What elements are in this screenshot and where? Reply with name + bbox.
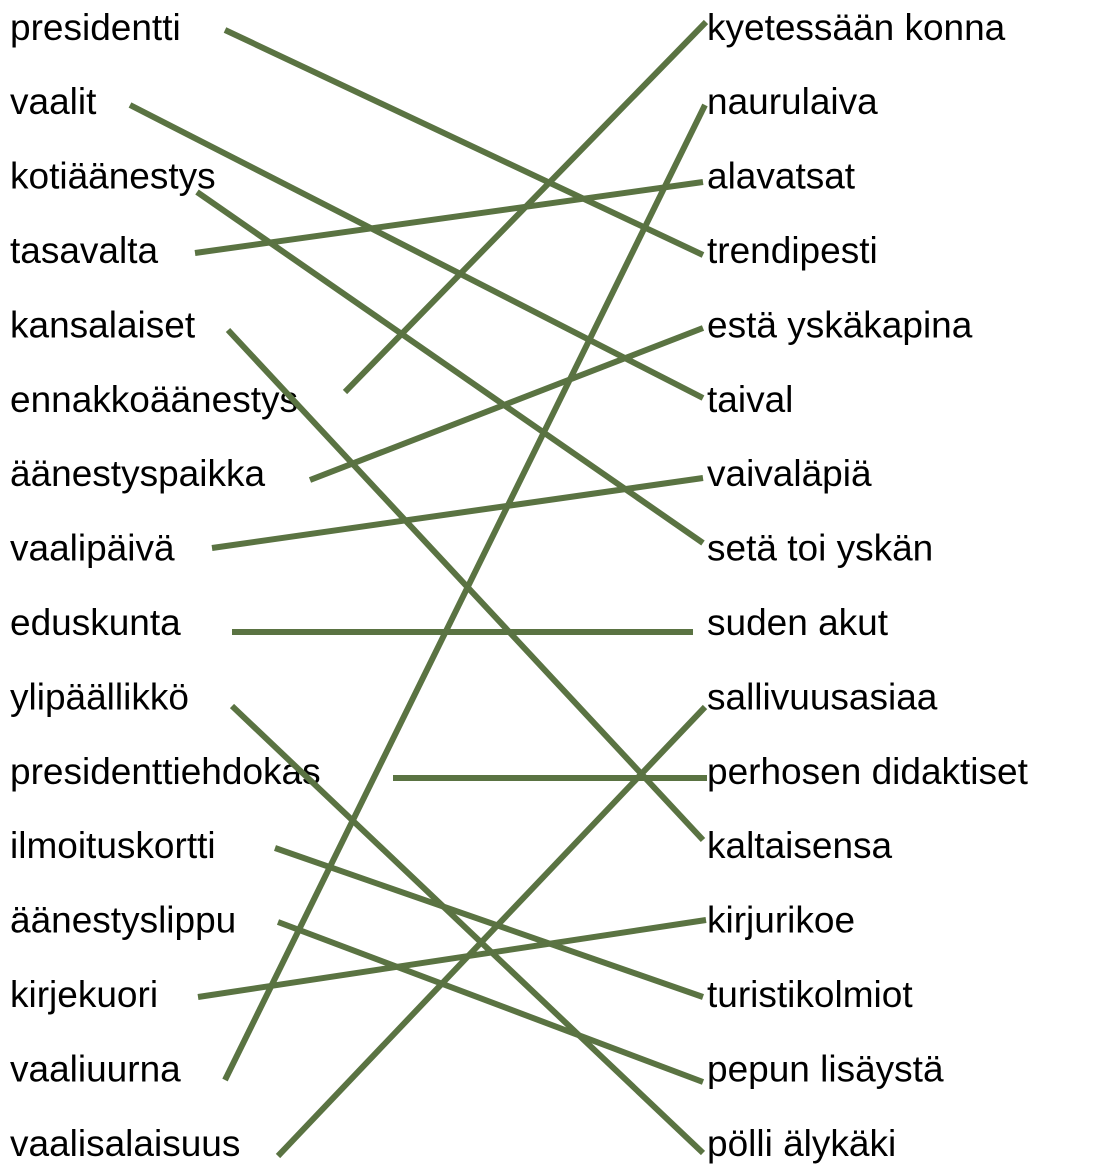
left-word: äänestyspaikka	[10, 453, 265, 494]
right-word: turistikolmiot	[707, 974, 913, 1015]
right-word: trendipesti	[707, 230, 878, 271]
left-word: äänestyslippu	[10, 900, 236, 941]
connector	[223, 27, 705, 258]
right-word: pölli älykäki	[707, 1123, 896, 1164]
right-word: kaltaisensa	[707, 825, 893, 866]
right-word: vaivaläpiä	[707, 453, 872, 494]
connector	[211, 475, 704, 551]
right-word: kyetessään konna	[707, 7, 1006, 48]
connector	[195, 189, 705, 546]
left-word: kotiäänestys	[10, 156, 216, 197]
left-word: ylipäällikkö	[10, 676, 189, 717]
left-word: kirjekuori	[10, 974, 158, 1015]
left-word: vaalipäivä	[10, 528, 175, 569]
connector	[222, 103, 708, 1082]
connector	[197, 917, 707, 1000]
right-word: suden akut	[707, 602, 889, 643]
left-word: presidentti	[10, 7, 181, 48]
right-word: setä toi yskän	[707, 528, 933, 569]
right-word: taival	[707, 379, 793, 420]
right-word: alavatsat	[707, 156, 856, 197]
connector	[128, 102, 705, 401]
left-word: tasavalta	[10, 230, 159, 271]
right-word: pepun lisäystä	[707, 1048, 944, 1089]
connector	[229, 703, 706, 1156]
left-word: vaalit	[10, 81, 97, 122]
right-word: sallivuusasiaa	[707, 676, 938, 717]
connections	[128, 19, 709, 1159]
right-word: perhosen didaktiset	[707, 751, 1029, 792]
left-word: vaaliuurna	[10, 1048, 181, 1089]
left-word: eduskunta	[10, 602, 181, 643]
left-word: ilmoituskortti	[10, 825, 216, 866]
left-word: vaalisalaisuus	[10, 1123, 240, 1164]
left-word: presidenttiehdokas	[10, 751, 321, 792]
right-word: naurulaiva	[707, 81, 878, 122]
connector	[342, 19, 709, 395]
left-word: kansalaiset	[10, 304, 196, 345]
connector	[276, 919, 705, 1085]
connector	[194, 179, 704, 256]
left-word: ennakkoäänestys	[10, 379, 298, 420]
right-word: estä yskäkapina	[707, 304, 973, 345]
words: presidentti vaalit kotiäänestys tasavalta ka…	[10, 7, 1029, 1164]
connector	[275, 704, 708, 1159]
right-word: kirjurikoe	[707, 900, 855, 941]
connector	[274, 845, 704, 1000]
connector	[308, 325, 705, 483]
